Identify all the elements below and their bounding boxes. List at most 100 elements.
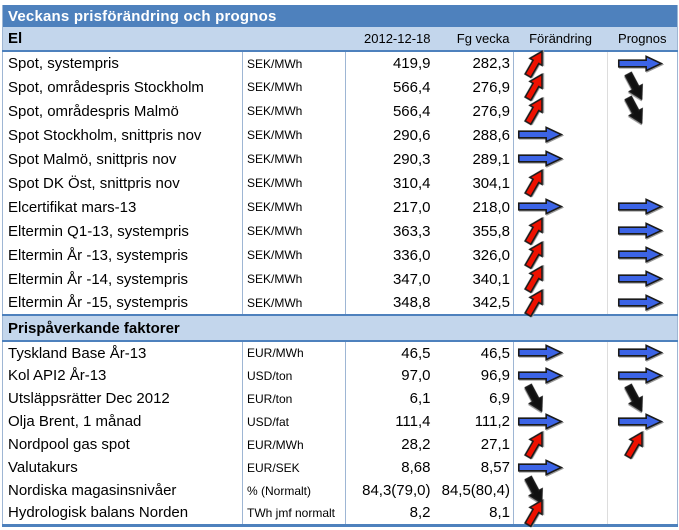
forecast-indicator-cell xyxy=(608,147,678,171)
blue-right-arrow xyxy=(517,126,564,144)
row-unit: EUR/ton xyxy=(242,387,346,410)
blue-right-arrow xyxy=(517,412,564,430)
table-row: Eltermin Q1-13, systempris SEK/MWh 363,3 35… xyxy=(2,217,678,246)
table-row: Tyskland Base År-13 EUR/MWh 46,5 46,5 xyxy=(2,341,678,364)
value-previous: 282,3 xyxy=(434,51,514,75)
section-factors-header-row: Prispåverkande faktorer xyxy=(2,314,678,342)
value-previous: 46,5 xyxy=(434,341,514,364)
section-factors-rows: Tyskland Base År-13 EUR/MWh 46,5 46,5 Kol AP… xyxy=(2,341,678,528)
value-current: 8,68 xyxy=(401,459,431,476)
row-label: Hydrologisk balans Norden xyxy=(2,502,243,525)
col-header-previous: Fg vecka xyxy=(434,27,514,52)
row-unit: SEK/MWh xyxy=(242,75,346,99)
row-label: Tyskland Base År-13 xyxy=(2,341,243,364)
blue-right-arrow xyxy=(617,222,664,240)
price-table: Veckans prisförändring och prognos El 20… xyxy=(2,5,679,528)
row-label: Valutakurs xyxy=(2,456,243,479)
table-row: Nordpool gas spot EUR/MWh 28,2 27,1 xyxy=(2,430,678,460)
forecast-indicator-cell xyxy=(608,267,678,291)
table-title-row: Veckans prisförändring och prognos xyxy=(2,5,678,27)
row-label: Eltermin Q1-13, systempris xyxy=(2,219,243,243)
value-current: 290,3 xyxy=(392,150,431,168)
forecast-indicator-cell xyxy=(608,502,678,525)
value-previous: 8,57 xyxy=(434,456,514,479)
red-up-arrow xyxy=(524,241,543,270)
row-label: Spot Stockholm, snittpris nov xyxy=(2,123,243,147)
value-current: 363,3 xyxy=(392,222,431,240)
blue-right-arrow xyxy=(617,412,664,430)
row-unit: EUR/SEK xyxy=(242,456,346,479)
value-previous: 6,9 xyxy=(434,387,514,410)
value-current: 336,0 xyxy=(392,246,431,264)
red-up-arrow xyxy=(524,217,543,246)
forecast-indicator-cell xyxy=(608,430,678,460)
value-current: 566,4 xyxy=(392,102,431,120)
row-label: Spot Malmö, snittpris nov xyxy=(2,147,243,171)
black-down-arrow xyxy=(524,383,543,413)
forecast-indicator-cell xyxy=(608,479,678,502)
value-current: 28,2 xyxy=(401,436,431,453)
forecast-indicator-cell xyxy=(608,410,678,433)
value-current: 566,4 xyxy=(392,78,431,96)
red-up-arrow xyxy=(524,73,543,102)
blue-right-arrow xyxy=(517,150,564,168)
row-unit: SEK/MWh xyxy=(242,219,346,243)
value-current: 46,5 xyxy=(401,344,431,362)
col-header-forecast: Prognos xyxy=(607,27,678,52)
value-current: 111,4 xyxy=(395,413,431,430)
table-row: Spot, områdespris Stockholm SEK/MWh 566,4 2… xyxy=(2,71,678,102)
forecast-indicator-cell xyxy=(608,364,678,387)
section-el-rows: Spot, systempris SEK/MWh 419,9 282,3 Spot, o… xyxy=(2,49,678,318)
forecast-indicator-cell xyxy=(608,243,678,267)
row-unit: SEK/MWh xyxy=(242,291,346,315)
table-row: Nordiska magasinsnivåer% (Normalt) 84,3(7… xyxy=(2,475,678,505)
row-label: Spot DK Öst, snittpris nov xyxy=(2,171,243,195)
black-down-arrow xyxy=(624,71,643,101)
table-row: Eltermin År -13, systempris SEK/MWh 336,0 3… xyxy=(2,241,678,270)
value-current: 8,2 xyxy=(409,504,431,522)
value-current: 419,9 xyxy=(392,55,431,72)
value-current: 290,6 xyxy=(392,126,431,144)
blue-right-arrow xyxy=(617,293,664,311)
blue-right-arrow xyxy=(517,458,564,476)
blue-right-arrow xyxy=(617,198,664,216)
row-label: Olja Brent, 1 månad xyxy=(2,410,243,433)
change-indicator-cell xyxy=(513,430,608,460)
change-indicator-cell xyxy=(513,73,608,102)
table-row: Spot Malmö, snittpris nov SEK/MWh 290,3 289… xyxy=(2,147,678,171)
row-label: Eltermin År -13, systempris xyxy=(2,243,243,267)
red-up-arrow xyxy=(524,430,543,460)
forecast-indicator-cell xyxy=(608,195,678,219)
value-previous: 84,5(80,4) xyxy=(434,479,514,502)
value-previous: 288,6 xyxy=(434,123,514,147)
red-up-arrow xyxy=(524,265,543,294)
black-down-arrow xyxy=(524,475,543,505)
change-indicator-cell xyxy=(513,123,608,147)
page-title: Veckans prisförändring och prognos xyxy=(2,5,678,27)
section-el-title: El xyxy=(2,27,346,52)
row-label: Elcertifikat mars-13 xyxy=(2,195,243,219)
change-indicator-cell xyxy=(513,265,608,294)
value-previous: 326,0 xyxy=(434,243,514,267)
row-unit: SEK/MWh xyxy=(242,171,346,195)
change-indicator-cell xyxy=(513,195,608,219)
row-label: Eltermin År -14, systempris xyxy=(2,267,243,291)
forecast-indicator-cell xyxy=(608,219,678,243)
value-previous: 276,9 xyxy=(434,99,514,123)
blue-right-arrow xyxy=(617,54,664,72)
change-indicator-cell xyxy=(513,456,608,479)
change-indicator-cell xyxy=(513,147,608,171)
row-label: Nordiska magasinsnivåer xyxy=(2,479,243,502)
row-unit: % (Normalt) xyxy=(242,479,346,502)
row-label: Spot, systempris xyxy=(2,51,243,75)
forecast-indicator-cell xyxy=(608,171,678,195)
row-label: Nordpool gas spot xyxy=(2,433,243,456)
table-row: Eltermin År -14, systempris SEK/MWh 347,0 3… xyxy=(2,265,678,294)
row-unit: EUR/MWh xyxy=(242,341,346,364)
row-label: Eltermin År -15, systempris xyxy=(2,291,243,315)
value-previous: 342,5 xyxy=(434,291,514,315)
row-unit: SEK/MWh xyxy=(242,195,346,219)
black-down-arrow xyxy=(624,95,643,125)
value-previous: 218,0 xyxy=(434,195,514,219)
row-label: Utsläppsrätter Dec 2012 xyxy=(2,387,243,410)
